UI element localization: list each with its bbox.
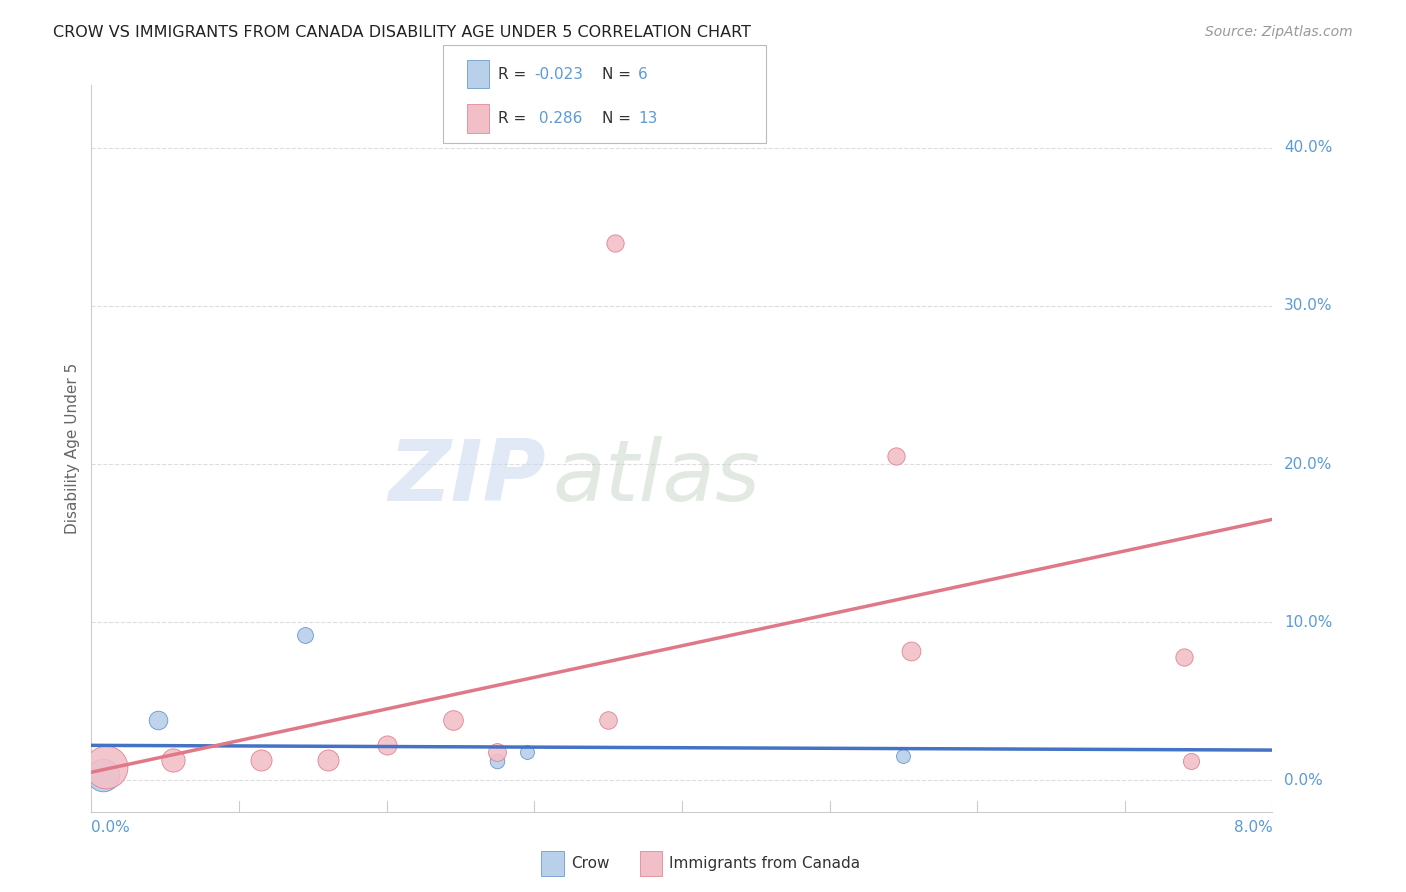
Text: 0.0%: 0.0% xyxy=(1284,772,1323,788)
Point xyxy=(375,739,398,753)
Point xyxy=(146,713,169,727)
Text: 13: 13 xyxy=(638,112,658,126)
Point xyxy=(516,745,538,759)
Text: 0.286: 0.286 xyxy=(534,112,582,126)
Point xyxy=(605,235,627,250)
Point xyxy=(884,449,907,463)
Text: 8.0%: 8.0% xyxy=(1233,820,1272,835)
Text: R =: R = xyxy=(498,112,531,126)
Point xyxy=(250,753,273,767)
Point xyxy=(596,713,619,727)
Point xyxy=(1180,754,1202,768)
Text: Source: ZipAtlas.com: Source: ZipAtlas.com xyxy=(1205,25,1353,39)
Text: 6: 6 xyxy=(638,67,648,81)
Point xyxy=(486,754,509,768)
Text: ZIP: ZIP xyxy=(388,436,546,519)
Text: Crow: Crow xyxy=(571,856,609,871)
Text: N =: N = xyxy=(602,112,636,126)
Text: atlas: atlas xyxy=(553,436,761,519)
Point xyxy=(900,643,922,657)
Point xyxy=(294,628,316,642)
Point xyxy=(441,713,464,727)
Point xyxy=(91,768,114,782)
Text: 30.0%: 30.0% xyxy=(1284,299,1333,313)
Text: 0.0%: 0.0% xyxy=(91,820,131,835)
Y-axis label: Disability Age Under 5: Disability Age Under 5 xyxy=(65,363,80,533)
Text: 10.0%: 10.0% xyxy=(1284,615,1333,630)
Text: R =: R = xyxy=(498,67,531,81)
Text: CROW VS IMMIGRANTS FROM CANADA DISABILITY AGE UNDER 5 CORRELATION CHART: CROW VS IMMIGRANTS FROM CANADA DISABILIT… xyxy=(53,25,751,40)
Text: N =: N = xyxy=(602,67,636,81)
Text: 40.0%: 40.0% xyxy=(1284,140,1333,155)
Point xyxy=(96,760,118,774)
Point xyxy=(486,745,509,759)
Point xyxy=(316,753,339,767)
Text: 20.0%: 20.0% xyxy=(1284,457,1333,472)
Point xyxy=(162,753,184,767)
Text: Immigrants from Canada: Immigrants from Canada xyxy=(669,856,860,871)
Point xyxy=(891,749,914,764)
Text: -0.023: -0.023 xyxy=(534,67,583,81)
Point xyxy=(1173,649,1195,664)
